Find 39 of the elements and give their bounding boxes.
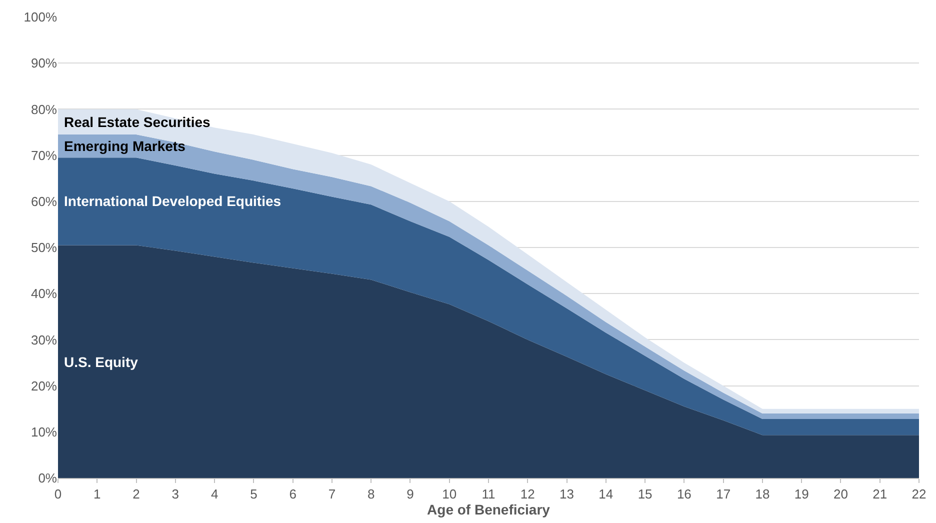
y-tick-label: 0% [38,470,58,486]
y-tick-label: 40% [30,286,58,302]
x-tick-label: 22 [912,486,926,502]
x-tick-label: 20 [833,486,848,502]
x-tick-label: 0 [54,486,62,502]
x-tick-label: 6 [289,486,296,502]
series-label: U.S. Equity [64,354,138,370]
series-label: Emerging Markets [64,138,186,154]
x-tick-label: 5 [250,486,258,502]
x-tick-label: 13 [560,486,574,502]
x-tick-label: 7 [328,486,336,502]
y-tick-label: 90% [30,56,58,71]
series-label: Real Estate Securities [64,114,211,130]
x-tick-label: 15 [638,486,652,502]
x-tick-label: 11 [482,486,496,502]
x-tick-label: 12 [520,486,535,502]
y-tick-label: 100% [24,10,58,25]
y-tick-label: 50% [30,240,58,256]
x-axis-title: Age of Beneficiary [427,502,550,518]
x-tick-label: 21 [872,486,888,502]
y-tick-label: 60% [30,194,58,209]
x-tick-label: 9 [406,486,414,502]
x-tick-label: 2 [132,486,140,502]
y-tick-label: 10% [30,424,58,440]
y-tick-label: 70% [30,148,58,163]
x-tick-label: 8 [367,486,375,502]
x-tick-label: 17 [716,486,731,502]
x-tick-label: 14 [598,486,614,502]
y-tick-label: 30% [30,332,58,348]
x-tick-label: 10 [442,486,457,502]
x-tick-label: 1 [94,486,101,502]
x-tick-label: 16 [676,486,692,502]
series-label: International Developed Equities [64,193,282,209]
x-tick-label: 19 [794,486,809,502]
x-tick-label: 18 [755,486,770,502]
y-tick-label: 80% [30,102,58,117]
x-tick-label: 3 [172,486,180,502]
x-tick-label: 4 [210,486,218,502]
y-tick-label: 20% [30,378,58,394]
